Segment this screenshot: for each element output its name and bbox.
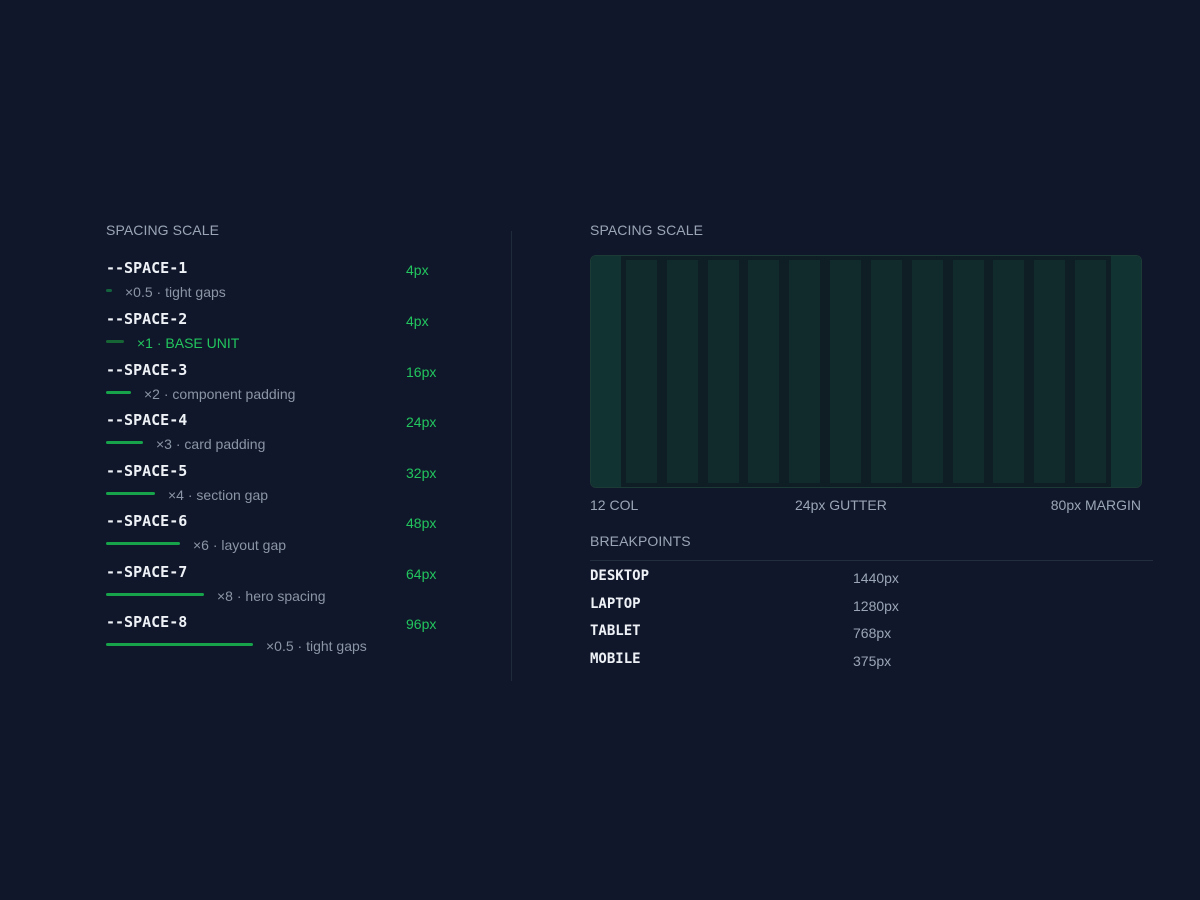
token-name: --SPACE-7 <box>106 563 188 581</box>
token-scale-bar <box>106 340 124 343</box>
token-value: 16px <box>406 364 437 380</box>
breakpoints-divider <box>590 560 1153 561</box>
token-description: ×6 · layout gap <box>193 537 287 553</box>
grid-column <box>789 260 821 483</box>
column-divider <box>511 231 512 681</box>
token-space-4[interactable]: --SPACE-4 24px ×3 · card padding <box>106 411 466 461</box>
token-name: --SPACE-8 <box>106 613 188 631</box>
grid-column <box>1075 260 1107 483</box>
grid-column <box>870 260 902 483</box>
token-description: ×3 · card padding <box>156 436 266 452</box>
token-scale-bar <box>106 441 143 444</box>
token-description: ×0.5 · tight gaps <box>266 638 367 654</box>
token-name: --SPACE-6 <box>106 512 188 530</box>
token-scale-bar <box>106 593 204 596</box>
token-name: --SPACE-4 <box>106 411 188 429</box>
token-space-1[interactable]: --SPACE-1 4px ×0.5 · tight gaps <box>106 259 466 309</box>
token-description: ×0.5 · tight gaps <box>125 284 226 300</box>
grid-column <box>625 260 657 483</box>
token-value: 24px <box>406 414 437 430</box>
token-name: --SPACE-3 <box>106 361 188 379</box>
token-scale-bar <box>106 492 155 495</box>
spacing-scale-title: SPACING SCALE <box>106 222 220 238</box>
token-value: 4px <box>406 313 429 329</box>
breakpoint-row-mobile[interactable]: MOBILE 375px <box>590 651 1150 675</box>
breakpoint-row-desktop[interactable]: DESKTOP 1440px <box>590 568 1150 592</box>
token-value: 4px <box>406 262 429 278</box>
token-space-2[interactable]: --SPACE-2 4px ×1 · BASE UNIT <box>106 310 466 360</box>
token-scale-bar <box>106 289 112 292</box>
breakpoint-value: 768px <box>853 625 892 641</box>
grid-column <box>748 260 780 483</box>
grid-preview-title: SPACING SCALE <box>590 222 704 238</box>
token-value: 64px <box>406 566 437 582</box>
breakpoint-name: LAPTOP <box>590 596 641 612</box>
breakpoints-title: BREAKPOINTS <box>590 533 691 549</box>
token-space-7[interactable]: --SPACE-7 64px ×8 · hero spacing <box>106 563 466 613</box>
token-value: 32px <box>406 465 437 481</box>
token-description: ×1 · BASE UNIT <box>137 335 240 351</box>
grid-margin-right <box>1111 256 1141 487</box>
token-value: 48px <box>406 515 437 531</box>
grid-column <box>830 260 862 483</box>
breakpoint-name: DESKTOP <box>590 568 650 584</box>
grid-column <box>993 260 1025 483</box>
grid-margin-caption: 80px MARGIN <box>1050 497 1141 513</box>
grid-gutter-caption: 24px GUTTER <box>795 497 887 513</box>
breakpoint-value: 375px <box>853 653 892 669</box>
token-scale-bar <box>106 643 253 646</box>
token-value: 96px <box>406 616 437 632</box>
breakpoint-value: 1440px <box>853 570 899 586</box>
token-space-5[interactable]: --SPACE-5 32px ×4 · section gap <box>106 462 466 512</box>
token-scale-bar <box>106 391 131 394</box>
token-description: ×4 · section gap <box>168 487 269 503</box>
grid-margin-left <box>591 256 621 487</box>
token-scale-bar <box>106 542 180 545</box>
breakpoint-value: 1280px <box>853 598 899 614</box>
grid-column <box>707 260 739 483</box>
token-space-3[interactable]: --SPACE-3 16px ×2 · component padding <box>106 361 466 411</box>
token-space-6[interactable]: --SPACE-6 48px ×6 · layout gap <box>106 512 466 562</box>
token-description: ×2 · component padding <box>144 386 296 402</box>
token-name: --SPACE-1 <box>106 259 188 277</box>
breakpoint-row-tablet[interactable]: TABLET 768px <box>590 623 1150 647</box>
grid-column <box>952 260 984 483</box>
token-space-8[interactable]: --SPACE-8 96px ×0.5 · tight gaps <box>106 613 466 663</box>
token-description: ×8 · hero spacing <box>217 588 326 604</box>
grid-column <box>666 260 698 483</box>
grid-column <box>911 260 943 483</box>
token-name: --SPACE-5 <box>106 462 188 480</box>
layout-grid-preview <box>590 255 1142 488</box>
breakpoint-row-laptop[interactable]: LAPTOP 1280px <box>590 596 1150 620</box>
token-name: --SPACE-2 <box>106 310 188 328</box>
breakpoint-name: MOBILE <box>590 651 641 667</box>
grid-columns-caption: 12 COL <box>590 497 639 513</box>
breakpoint-name: TABLET <box>590 623 641 639</box>
grid-column <box>1034 260 1066 483</box>
